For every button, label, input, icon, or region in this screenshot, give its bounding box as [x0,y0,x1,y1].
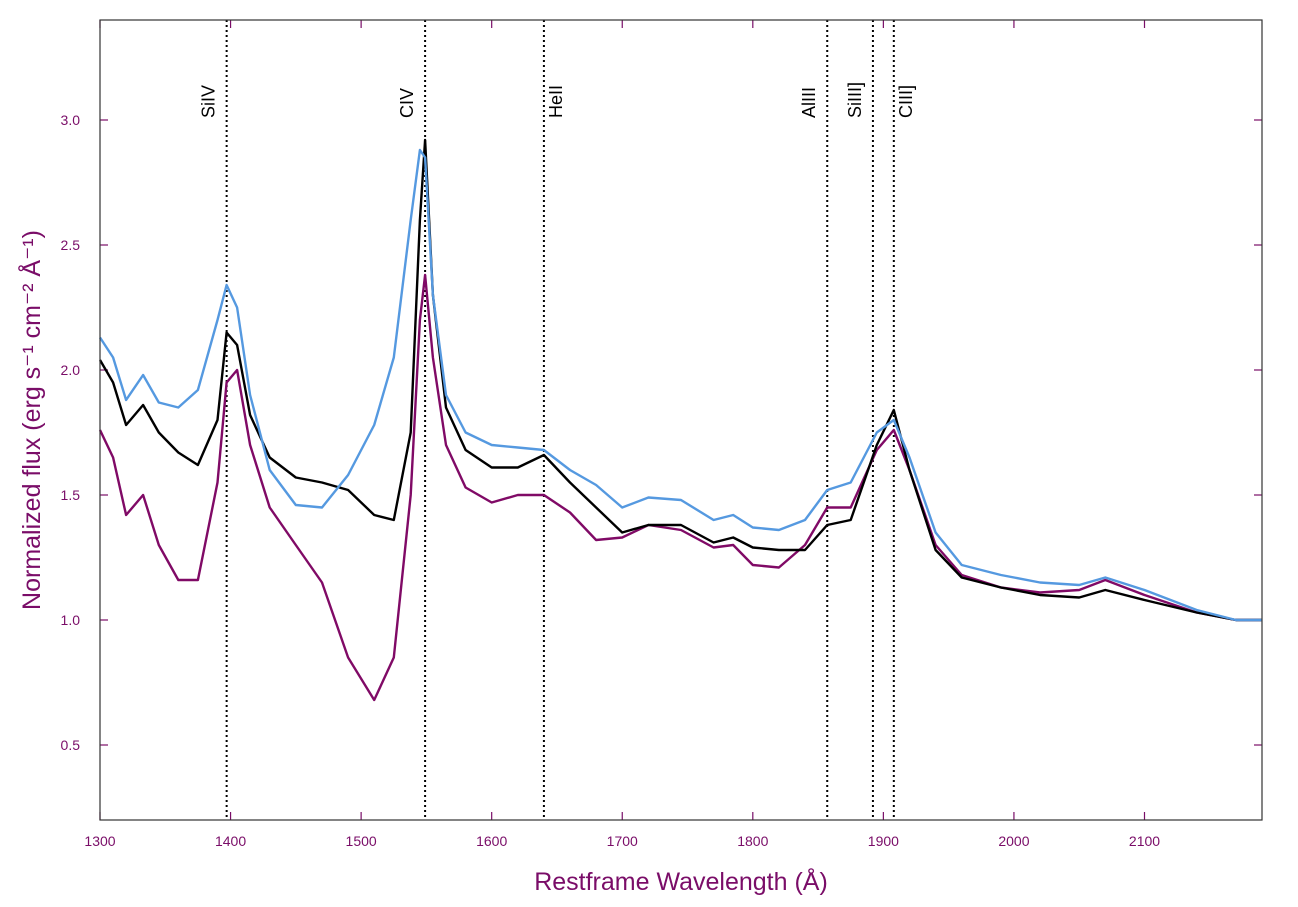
spectrum-line [98,273,1262,702]
line-label: AlIII [799,87,819,118]
x-tick-label: 1300 [84,833,115,849]
y-tick-label: 2.0 [61,362,81,378]
spectrum-line [98,148,1262,622]
y-tick-label: 1.5 [61,487,81,503]
plot-frame [99,19,1263,821]
spectrum-line [98,138,1262,622]
line-label: SiIV [199,85,219,118]
x-tick-label: 1700 [607,833,638,849]
y-tick-label: 2.5 [61,237,81,253]
line-label: SiIII] [845,82,865,118]
y-axis-label: Normalized flux (erg s⁻¹ cm⁻² Å⁻¹) [16,230,46,610]
line-label: CIV [397,88,417,118]
y-tick-label: 3.0 [61,112,81,128]
x-tick-label: 1600 [476,833,507,849]
x-tick-label: 2000 [998,833,1029,849]
x-tick-label: 1400 [215,833,246,849]
x-axis-label: Restframe Wavelength (Å) [534,866,828,896]
line-label: HeII [546,85,566,118]
x-tick-label: 1900 [868,833,899,849]
x-tick-label: 1500 [346,833,377,849]
x-tick-label: 2100 [1129,833,1160,849]
line-label: CIII] [896,85,916,118]
y-tick-label: 1.0 [61,612,81,628]
x-tick-label: 1800 [737,833,768,849]
y-tick-label: 0.5 [61,737,81,753]
